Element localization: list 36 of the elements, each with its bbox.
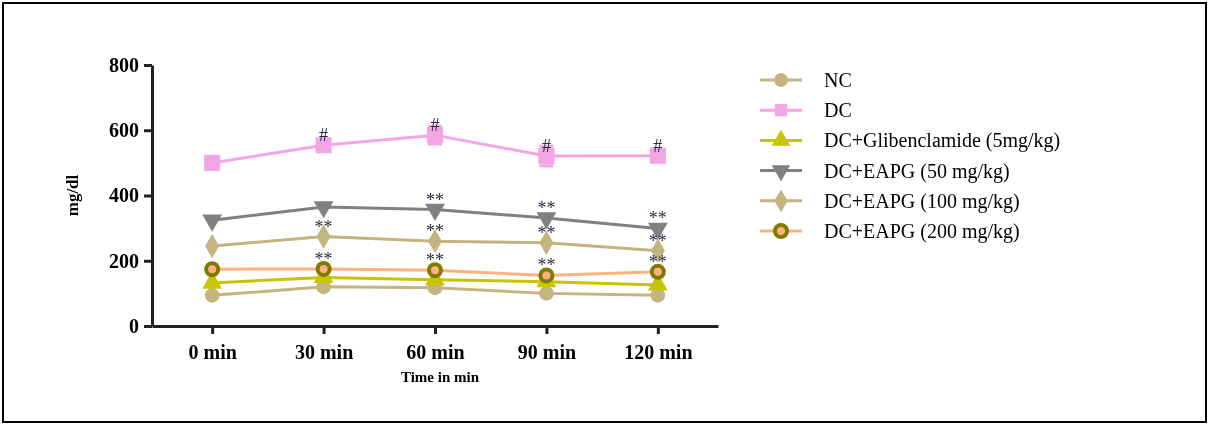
annotation: ** bbox=[426, 221, 444, 242]
y-tick-label: 600 bbox=[109, 119, 139, 142]
annotation: ** bbox=[426, 189, 444, 210]
annotation: ** bbox=[537, 198, 556, 219]
legend-label: DC+EAPG (50 mg/kg) bbox=[824, 159, 1010, 183]
y-tick-label: 0 bbox=[129, 314, 139, 337]
annotation: ** bbox=[648, 251, 667, 272]
legend-label: DC+Glibenclamide (5mg/kg) bbox=[824, 129, 1061, 153]
annotation: ** bbox=[537, 222, 556, 243]
annotation: ** bbox=[537, 255, 556, 276]
legend-label: NC bbox=[824, 69, 852, 91]
x-tick-label: 0 min bbox=[188, 341, 237, 363]
y-tick-label: 800 bbox=[109, 53, 139, 76]
annotation: # bbox=[319, 125, 329, 146]
y-tick-label: 400 bbox=[109, 184, 139, 207]
y-tick-label: 200 bbox=[109, 249, 139, 272]
y-axis-title: mg/dl bbox=[63, 174, 82, 217]
x-axis-title: Time in min bbox=[400, 369, 480, 385]
annotation: # bbox=[653, 135, 663, 156]
annotation: ** bbox=[314, 216, 333, 237]
annotation: ** bbox=[648, 208, 667, 229]
point bbox=[539, 286, 554, 301]
annotation: ** bbox=[314, 248, 333, 269]
annotation: # bbox=[541, 136, 551, 157]
legend-label: DC+EAPG (100 mg/kg) bbox=[824, 189, 1020, 213]
annotation: ** bbox=[648, 230, 667, 251]
x-tick-label: 60 min bbox=[406, 341, 465, 363]
annotation: # bbox=[430, 115, 440, 136]
point bbox=[204, 154, 221, 171]
annotation: ** bbox=[426, 250, 444, 271]
point bbox=[204, 287, 220, 303]
legend-label: DC+EAPG (200 mg/kg) bbox=[824, 220, 1020, 243]
x-tick-label: 30 min bbox=[294, 341, 354, 363]
x-tick-label: 120 min bbox=[624, 341, 693, 363]
legend-label: DC bbox=[824, 99, 852, 122]
x-tick-label: 90 min bbox=[517, 341, 577, 363]
